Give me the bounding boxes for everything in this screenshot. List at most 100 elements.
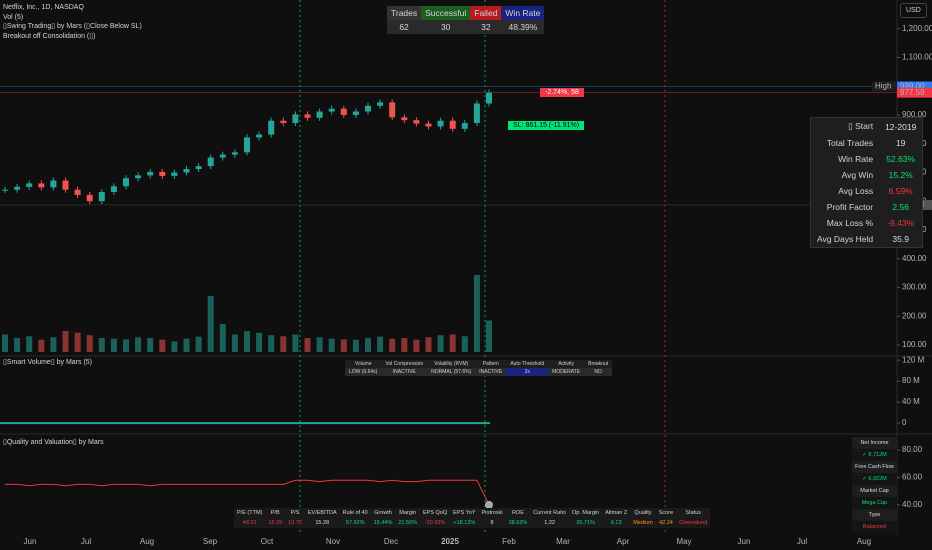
stats-value: 35.9 <box>892 234 909 244</box>
header-cell: Current Ratio <box>533 510 566 516</box>
header-cell: P/B <box>270 510 280 516</box>
value-row: 48.21 18.39 10.75 15.28 57.92% 15.44% 21.56% -2… <box>234 518 710 528</box>
x-tick-label: Feb <box>502 537 516 546</box>
stats-label: Total Trades <box>826 138 874 148</box>
value-cell: 48.39% <box>501 20 545 34</box>
volume-bar <box>195 336 202 352</box>
candle <box>86 194 93 202</box>
candle <box>110 186 117 193</box>
volume-bar <box>486 320 492 352</box>
volume-bar <box>425 337 432 352</box>
header-cell: Altman Z <box>605 510 628 516</box>
side-label: Market Cap <box>852 485 897 497</box>
valuation-table: P/E (TTM) P/B P/S EV/EBITDA Rule of 40 Growth… <box>234 508 711 528</box>
price-label: 977.59 <box>900 88 925 97</box>
x-tick-label: Apr <box>617 537 630 546</box>
candle <box>340 108 347 115</box>
volume-bar <box>437 335 444 352</box>
value-cell: MODERATE <box>548 368 585 376</box>
volume-bar <box>110 338 117 352</box>
candle <box>268 120 275 135</box>
value-cell: INACTIVE <box>381 368 428 376</box>
candle <box>171 172 178 176</box>
price-label-bg <box>897 81 932 92</box>
volume-bar <box>473 275 480 352</box>
panel-title: ▯Quality and Valuation▯ by Mars <box>3 439 104 446</box>
stats-row: Avg Days Held 35.9 <box>811 231 923 248</box>
value-cell: LOW (0.64x) <box>345 368 382 376</box>
header-cell: Rule of 40 <box>342 510 368 516</box>
volume-bar <box>413 339 420 352</box>
side-value: ✓ 8,712M <box>852 449 897 461</box>
candle <box>62 180 69 190</box>
smart-volume-table: Volume Vol Compression Volatility (RVM) Pat… <box>345 360 613 376</box>
x-tick-label: Jul <box>81 537 91 546</box>
volume-bar <box>98 338 105 352</box>
candle <box>123 178 129 187</box>
candle <box>292 114 299 124</box>
volume-bar <box>38 339 45 352</box>
side-label: Type <box>852 509 897 521</box>
candle <box>26 183 33 187</box>
candle <box>207 157 214 167</box>
side-label: Net Income <box>852 437 897 449</box>
value-cell: 8 <box>490 520 494 526</box>
stats-label: Profit Factor <box>826 202 874 212</box>
header-cell: Vol Compression <box>385 361 424 367</box>
candle <box>486 92 492 104</box>
volume-bar <box>86 335 93 352</box>
header-cell: Breakout <box>588 361 609 367</box>
value-row: LOW (0.64x) INACTIVE NORMAL (57.6%) INACTIV… <box>345 368 613 376</box>
volume-bar <box>352 339 359 352</box>
header-row: Trades Successful Failed Win Rate <box>387 6 545 20</box>
volume-bar <box>316 337 323 352</box>
volume-bar <box>62 331 69 352</box>
x-tick-label: Jul <box>797 537 807 546</box>
value-cell: 15.28 <box>315 520 330 526</box>
stats-label: Win Rate <box>838 154 874 164</box>
value-cell: Overvalued <box>679 520 708 526</box>
candle <box>74 189 81 195</box>
side-value: Balanced <box>852 521 897 533</box>
value-cell: 6.13 <box>610 520 622 526</box>
volume-bar <box>26 336 33 352</box>
volume-bar <box>340 339 347 352</box>
trades-table: Trades Successful Failed Win Rate 62 30 32 48.3… <box>387 6 545 34</box>
y-tick-label: 80.00 <box>902 445 923 454</box>
stats-label: Avg Win <box>841 170 874 180</box>
price-label: 999.00 <box>900 82 925 91</box>
x-tick-label: Mar <box>556 537 570 546</box>
y-tick-label: 100.00 <box>902 340 927 349</box>
header-cell: Piotroski <box>481 510 503 516</box>
candle <box>159 171 166 176</box>
header-cell: Pattern <box>482 361 499 367</box>
value-cell: -20.93% <box>424 520 446 526</box>
candle <box>14 186 21 190</box>
trade-tag: SL: 861.15 (-11.91%) <box>508 121 585 130</box>
candle <box>256 134 263 138</box>
currency-button[interactable]: USD <box>900 3 927 18</box>
header-cell: Failed <box>470 6 502 20</box>
y-tick-label: 400.00 <box>902 254 927 263</box>
volume-bar <box>74 332 81 352</box>
volume-bar <box>14 338 21 352</box>
stats-row: Win Rate 52.63% <box>811 151 923 167</box>
side-value: Mega Cap <box>852 497 897 509</box>
volume-bar <box>449 334 456 352</box>
x-tick-label: Sep <box>203 537 218 546</box>
stats-value: 6.59% <box>888 186 913 196</box>
stats-table: ▯ Start 12-2019 Total Trades 19 Win Rate 52.6… <box>810 117 924 248</box>
candle <box>2 189 8 191</box>
candle <box>328 108 335 112</box>
candle <box>316 111 323 118</box>
x-tick-label: 2025 <box>441 537 459 546</box>
price-label-bg <box>897 87 932 98</box>
stats-row: Avg Loss 6.59% <box>811 183 923 199</box>
y-tick-label: 40.00 <box>902 500 923 509</box>
value-cell: NO <box>584 368 613 376</box>
header-cell: Quality <box>634 510 652 516</box>
value-cell: INACTIVE <box>475 368 507 376</box>
volume-bar <box>207 296 214 352</box>
